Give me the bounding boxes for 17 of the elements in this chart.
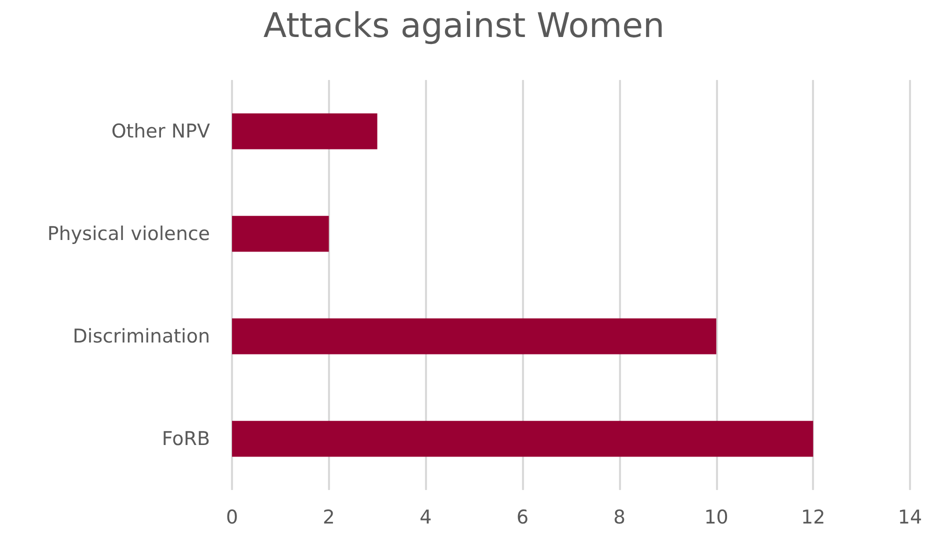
x-tick-label: 2	[322, 506, 335, 528]
bar	[232, 318, 716, 354]
x-tick-label: 10	[704, 506, 728, 528]
x-tick-label: 6	[516, 506, 529, 528]
bar	[232, 216, 329, 252]
chart-title: Attacks against Women	[263, 6, 665, 46]
y-tick-label: Physical violence	[47, 222, 210, 245]
x-tick-label: 0	[226, 506, 238, 528]
x-tick-label: 8	[613, 506, 626, 528]
y-tick-label: Discrimination	[72, 325, 210, 348]
bar	[232, 420, 814, 457]
x-tick-label: 4	[420, 506, 432, 528]
y-tick-label: Other NPV	[111, 120, 210, 142]
bar	[232, 113, 378, 150]
y-tick-label: FoRB	[162, 428, 210, 450]
x-tick-label: 12	[801, 506, 826, 528]
x-tick-label: 14	[898, 506, 922, 528]
